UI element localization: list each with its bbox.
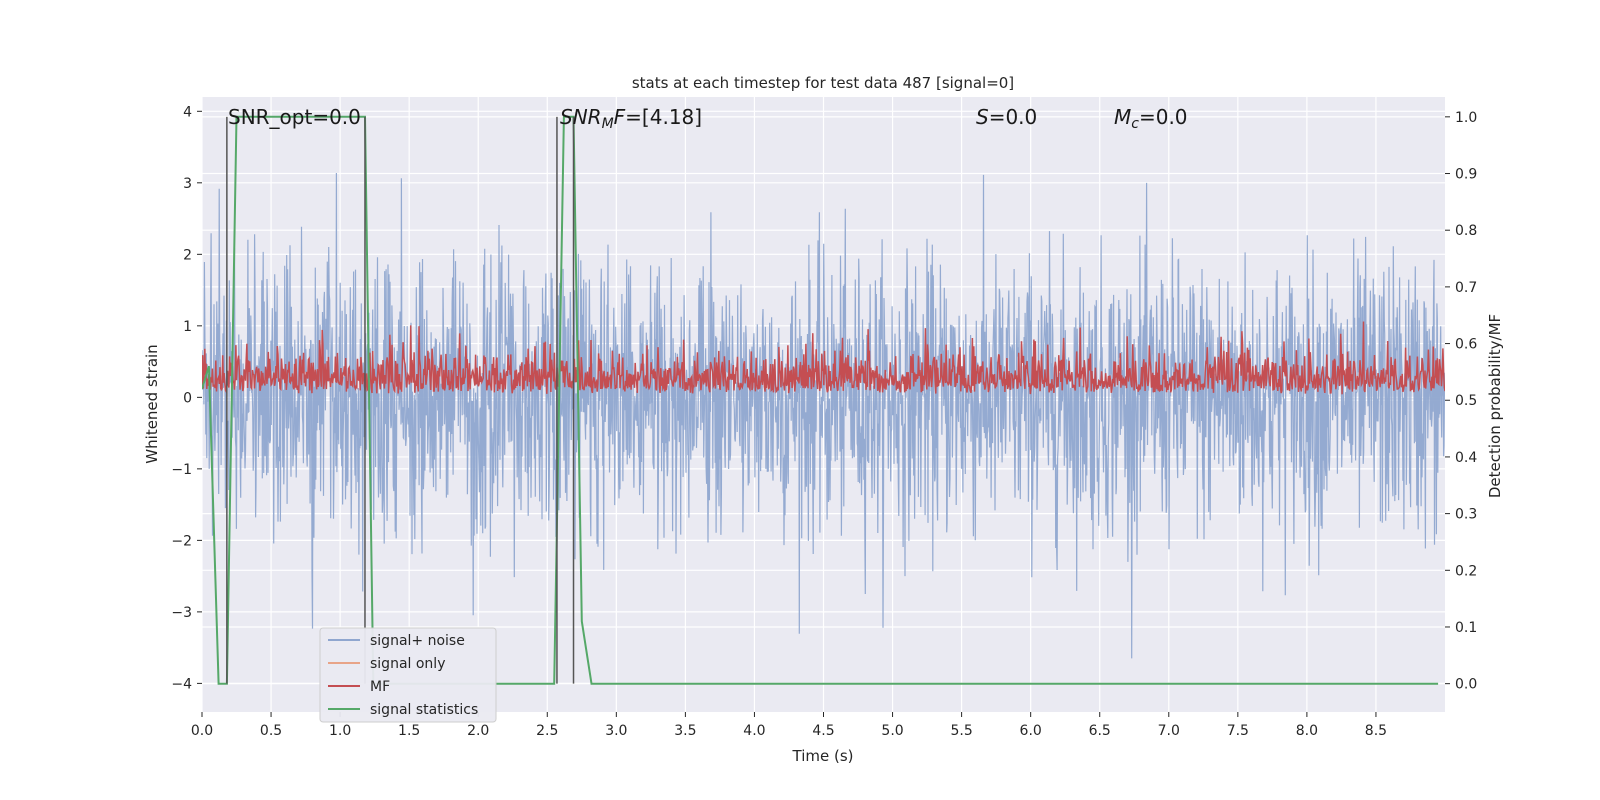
y-right-tick-label: 0.8 xyxy=(1455,223,1477,239)
x-axis-label: Time (s) xyxy=(792,747,854,765)
y-right-tick-label: 1.0 xyxy=(1455,110,1477,126)
annotation-mc: Mc=0.0 xyxy=(1114,105,1188,132)
y-right-tick-label: 0.3 xyxy=(1455,507,1477,523)
y-right-tick-label: 0.6 xyxy=(1455,337,1477,353)
x-tick-label: 7.5 xyxy=(1227,723,1249,739)
y-tick-label: −4 xyxy=(171,676,192,692)
x-tick-label: 4.0 xyxy=(743,723,765,739)
x-tick-label: 3.5 xyxy=(674,723,696,739)
legend-label-signal-only: signal only xyxy=(370,656,445,672)
y-axis-right-label: Detection probability/MF xyxy=(1486,314,1504,498)
x-tick-label: 8.0 xyxy=(1296,723,1318,739)
y-right-tick-label: 0.1 xyxy=(1455,620,1477,636)
x-tick-label: 4.5 xyxy=(812,723,834,739)
x-tick-label: 5.0 xyxy=(881,723,903,739)
x-tick-label: 1.5 xyxy=(398,723,420,739)
annotation-s: S=0.0 xyxy=(976,105,1037,129)
x-tick-label: 2.0 xyxy=(467,723,489,739)
annotation-snr-opt: SNR_opt=0.0 xyxy=(228,105,361,129)
x-tick-label: 6.5 xyxy=(1089,723,1111,739)
series-mf-line xyxy=(202,321,1445,395)
x-tick-label: 2.5 xyxy=(536,723,558,739)
y-axis-left-ticks: −4 −3 −2 −1 0 1 2 3 4 xyxy=(171,104,202,692)
vertical-markers xyxy=(226,116,575,684)
x-tick-label: 6.0 xyxy=(1020,723,1042,739)
y-right-tick-label: 0.5 xyxy=(1455,393,1477,409)
y-tick-label: −2 xyxy=(171,533,192,549)
y-right-tick-label: 0.0 xyxy=(1455,677,1477,693)
chart-title: stats at each timestep for test data 487… xyxy=(632,74,1014,92)
annotation-snr-mf: SNRMF=[4.18] xyxy=(560,105,702,132)
y-tick-label: −3 xyxy=(171,605,192,621)
x-tick-label: 0.5 xyxy=(260,723,282,739)
y-tick-label: −1 xyxy=(171,462,192,478)
legend-label-signal-statistics: signal statistics xyxy=(370,702,478,718)
x-tick-label: 1.0 xyxy=(329,723,351,739)
legend: signal+ noise signal only MF signal stat… xyxy=(319,627,497,723)
y-right-tick-label: 0.9 xyxy=(1455,167,1477,183)
y-tick-label: 4 xyxy=(183,104,192,120)
x-tick-label: 7.0 xyxy=(1158,723,1180,739)
x-tick-label: 8.5 xyxy=(1365,723,1387,739)
x-tick-label: 0.0 xyxy=(191,723,213,739)
y-axis-right-ticks: 0.0 0.1 0.2 0.3 0.4 0.5 0.6 0.7 0.8 0.9 1.0 xyxy=(1445,110,1477,693)
legend-box xyxy=(319,627,497,723)
x-tick-label: 5.5 xyxy=(950,723,972,739)
y-tick-label: 0 xyxy=(183,390,192,406)
y-right-tick-label: 0.2 xyxy=(1455,563,1477,579)
y-axis-label: Whitened strain xyxy=(143,344,161,463)
x-axis-ticks: 0.0 0.5 1.0 1.5 2.0 2.5 3.0 3.5 4.0 4.5 5.0 5.5 6.0 6… xyxy=(191,712,1387,739)
legend-label-mf: MF xyxy=(370,679,390,695)
y-right-tick-label: 0.7 xyxy=(1455,280,1477,296)
series-signal-noise-line xyxy=(202,172,1445,659)
y-tick-label: 3 xyxy=(183,176,192,192)
y-tick-label: 1 xyxy=(183,319,192,335)
legend-label-signal-noise: signal+ noise xyxy=(370,633,465,649)
x-tick-label: 3.0 xyxy=(605,723,627,739)
y-tick-label: 2 xyxy=(183,247,192,263)
y-right-tick-label: 0.4 xyxy=(1455,450,1477,466)
